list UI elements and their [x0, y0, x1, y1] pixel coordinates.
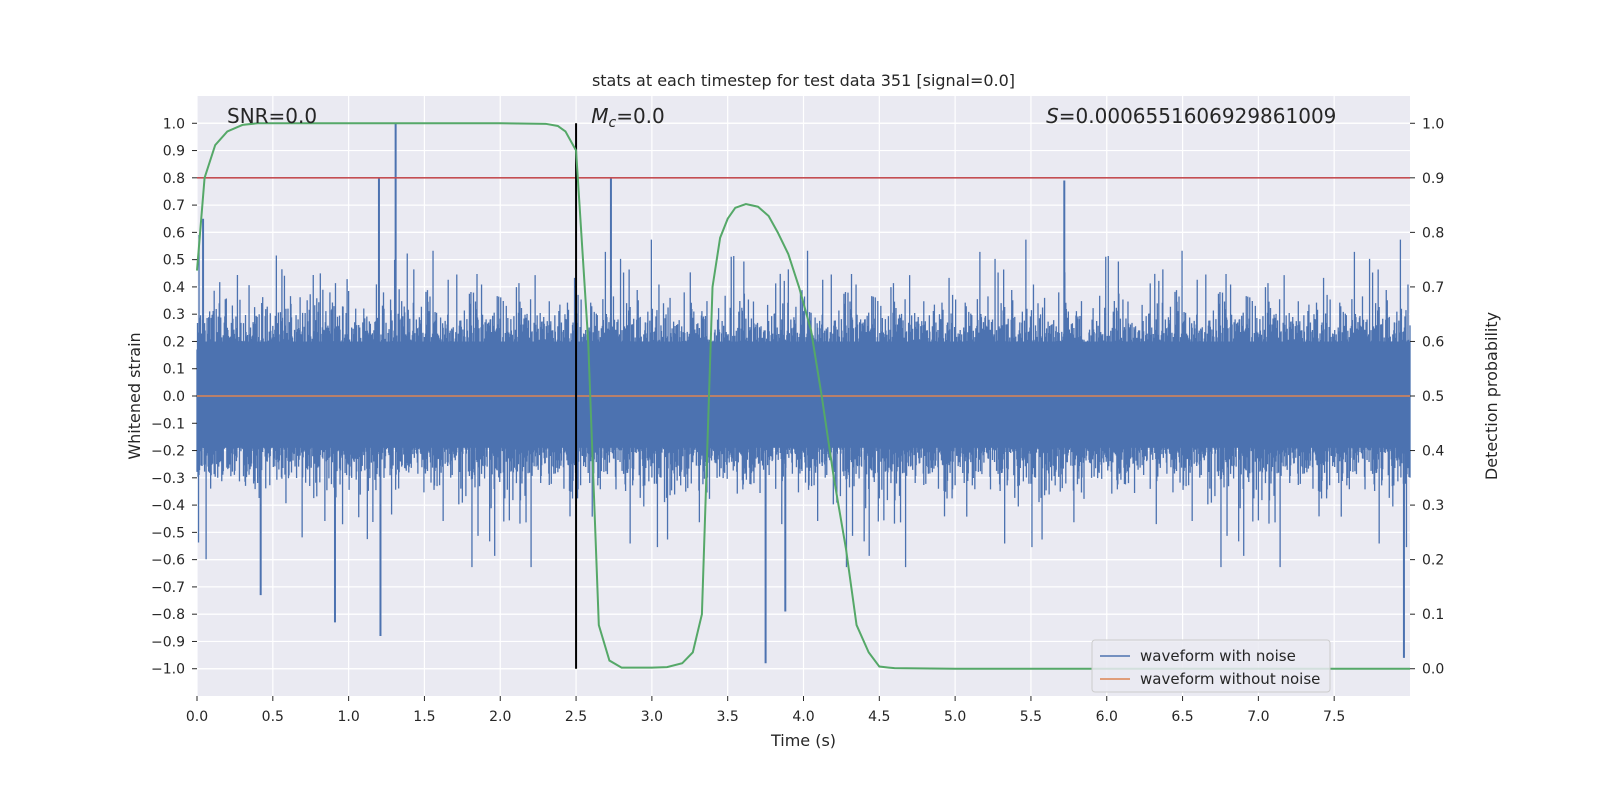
y-left-tick-label: 0.4 [163, 280, 185, 296]
x-tick-label: 7.0 [1247, 709, 1269, 725]
x-tick-label: 0.0 [186, 709, 208, 725]
y-right-tick-label: 1.0 [1422, 116, 1444, 132]
y-left-tick-label: −0.2 [151, 444, 185, 460]
y-left-tick-label: 0.1 [163, 362, 185, 378]
y-left-tick-label: 1.0 [163, 116, 185, 132]
y-left-tick-label: −0.1 [151, 416, 185, 432]
legend-label-waveform-with-noise: waveform with noise [1140, 647, 1296, 665]
y-left-tick-label: 0.6 [163, 225, 185, 241]
y-left-tick-label: −0.6 [151, 553, 185, 569]
y-left-tick-label: 0.8 [163, 171, 185, 187]
y-left-tick-label: −0.8 [151, 607, 185, 623]
y-left-tick-label: 0.5 [163, 253, 185, 269]
x-tick-label: 6.0 [1096, 709, 1118, 725]
y-right-tick-label: 0.8 [1422, 225, 1444, 241]
y-left-tick-label: 0.7 [163, 198, 185, 214]
y-right-tick-label: 0.0 [1422, 662, 1444, 678]
x-tick-label: 5.0 [944, 709, 966, 725]
y-right-tick-label: 0.2 [1422, 553, 1444, 569]
y-left-tick-label: −0.5 [151, 525, 185, 541]
legend: waveform with noise waveform without noi… [1091, 639, 1331, 693]
axes: 0.0 0.5 1.0 1.5 2.0 2.5 3.0 3.5 4.0 4.5 5.0 5.5 6.0 6… [151, 116, 1444, 725]
statistic-symbol: S [1046, 104, 1059, 128]
x-tick-label: 4.5 [868, 709, 890, 725]
chirp-mass-value: =0.0 [616, 104, 665, 128]
chirp-mass-annotation: Mc=0.0 [591, 104, 665, 131]
snr-annotation: SNR=0.0 [227, 104, 317, 128]
y-right-tick-label: 0.1 [1422, 607, 1444, 623]
y-left-tick-label: −0.7 [151, 580, 185, 596]
statistic-annotation: S=0.0006551606929861009 [1046, 104, 1336, 128]
y-left-tick-label: −0.3 [151, 471, 185, 487]
y-right-tick-label: 0.4 [1422, 444, 1444, 460]
y-right-tick-label: 0.5 [1422, 389, 1444, 405]
x-tick-label: 2.5 [565, 709, 587, 725]
y-left-tick-label: −1.0 [151, 662, 185, 678]
chirp-mass-symbol: M [591, 104, 608, 128]
x-tick-label: 3.0 [641, 709, 663, 725]
y-left-tick-label: 0.2 [163, 334, 185, 350]
x-tick-label: 0.5 [262, 709, 284, 725]
legend-label-waveform-without-noise: waveform without noise [1140, 670, 1320, 688]
y-axis-left-label: Whitened strain [125, 332, 144, 459]
y-left-tick-label: −0.4 [151, 498, 185, 514]
legend-box [1091, 639, 1331, 693]
noise-core-band [197, 341, 1410, 448]
probability-trace [196, 122, 1410, 670]
x-tick-label: 1.0 [337, 709, 359, 725]
chirp-mass-subscript: c [608, 115, 616, 131]
overlays [197, 123, 1410, 669]
y-left-tick-label: 0.0 [163, 389, 185, 405]
x-tick-label: 1.5 [413, 709, 435, 725]
statistic-value: =0.0006551606929861009 [1059, 104, 1337, 128]
series-detection-probability [196, 122, 1410, 670]
y-axis-right-label: Detection probability [1482, 312, 1501, 480]
series-waveform-with-noise [196, 123, 1411, 664]
chart-title: stats at each timestep for test data 351… [592, 71, 1015, 90]
y-right-tick-label: 0.6 [1422, 334, 1444, 350]
y-left-tick-label: 0.3 [163, 307, 185, 323]
x-tick-label: 6.5 [1171, 709, 1193, 725]
y-left-tick-label: 0.9 [163, 144, 185, 160]
y-left-tick-label: −0.9 [151, 634, 185, 650]
x-tick-label: 7.5 [1323, 709, 1345, 725]
y-right-tick-label: 0.9 [1422, 171, 1444, 187]
y-right-tick-label: 0.7 [1422, 280, 1444, 296]
x-tick-label: 3.5 [717, 709, 739, 725]
x-tick-label: 2.0 [489, 709, 511, 725]
x-axis-label: Time (s) [770, 731, 836, 750]
x-tick-label: 5.5 [1020, 709, 1042, 725]
y-right-tick-label: 0.3 [1422, 498, 1444, 514]
x-tick-label: 4.0 [792, 709, 814, 725]
